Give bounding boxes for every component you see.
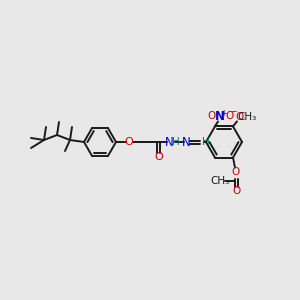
Text: H: H: [172, 137, 180, 147]
Text: +: +: [220, 109, 226, 118]
Text: O: O: [232, 186, 241, 196]
Text: N: N: [165, 136, 173, 148]
Text: O: O: [236, 112, 244, 122]
Text: −: −: [229, 107, 237, 117]
Text: H: H: [202, 137, 210, 147]
Text: O: O: [208, 111, 216, 122]
Text: N: N: [215, 110, 225, 123]
Text: N: N: [182, 136, 190, 148]
Text: O: O: [231, 167, 239, 177]
Text: CH₃: CH₃: [237, 112, 256, 122]
Text: O: O: [225, 111, 233, 122]
Text: O: O: [154, 152, 163, 162]
Text: CH₃: CH₃: [210, 176, 230, 186]
Text: O: O: [124, 137, 134, 147]
